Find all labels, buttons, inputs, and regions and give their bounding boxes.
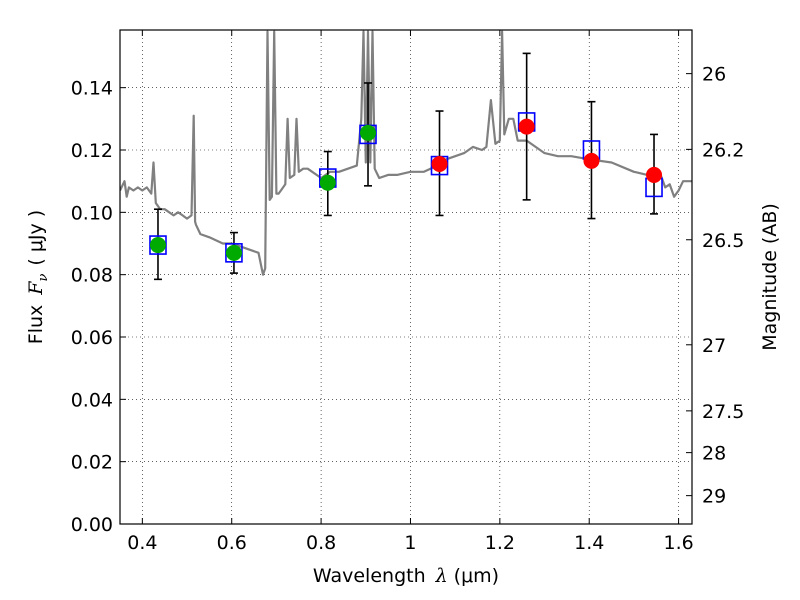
x-tick-label: 1.2 xyxy=(485,532,515,554)
spectrum-line xyxy=(120,30,692,276)
y-tick-label: 0.14 xyxy=(71,78,113,100)
x-tick-label: 1 xyxy=(404,532,416,554)
x-tick-label: 0.4 xyxy=(127,532,157,554)
y-tick-label: 0.02 xyxy=(71,452,113,474)
magnitude-tick-label: 27.5 xyxy=(702,401,744,423)
y-tick-label: 0.00 xyxy=(71,514,113,536)
x-tick-label: 0.6 xyxy=(217,532,247,554)
x-tick-label: 1.4 xyxy=(574,532,604,554)
observed-points-layer xyxy=(149,118,663,261)
observed-point-green xyxy=(149,237,166,254)
plot-frame xyxy=(119,29,693,525)
axis-ticks: 0.4 0.6 0.8 1 1.2 1.4 1.6 0.00 0.02 0.04 0.06 0.08 0… xyxy=(71,30,744,554)
y-tick-label: 0.06 xyxy=(71,327,113,349)
magnitude-tick-label: 27 xyxy=(702,335,726,357)
spectrum-layer xyxy=(120,30,692,276)
observed-point-red xyxy=(646,166,663,183)
observed-point-green xyxy=(360,124,377,141)
y-tick-label: 0.08 xyxy=(71,265,113,287)
magnitude-tick-label: 26.5 xyxy=(702,230,744,252)
y-tick-label: 0.10 xyxy=(71,202,113,224)
magnitude-tick-label: 26 xyxy=(702,64,726,86)
observed-point-green xyxy=(225,244,242,261)
x-tick-label: 0.8 xyxy=(306,532,336,554)
magnitude-tick-label: 28 xyxy=(702,443,726,465)
observed-point-red xyxy=(518,118,535,135)
observed-point-green xyxy=(319,174,336,191)
x-tick-label: 1.6 xyxy=(663,532,693,554)
magnitude-tick-label: 26.2 xyxy=(702,139,744,161)
y2-axis-title: Magnitude (AB) xyxy=(759,203,781,351)
y-tick-label: 0.04 xyxy=(71,389,113,411)
x-axis-title: Wavelength λ (μm) xyxy=(313,565,499,587)
observed-point-red xyxy=(431,156,448,173)
y-axis-title: FluxFν( μJy ) xyxy=(25,210,51,344)
magnitude-tick-label: 29 xyxy=(702,486,726,508)
observed-point-red xyxy=(583,152,600,169)
y-tick-label: 0.12 xyxy=(71,140,113,162)
